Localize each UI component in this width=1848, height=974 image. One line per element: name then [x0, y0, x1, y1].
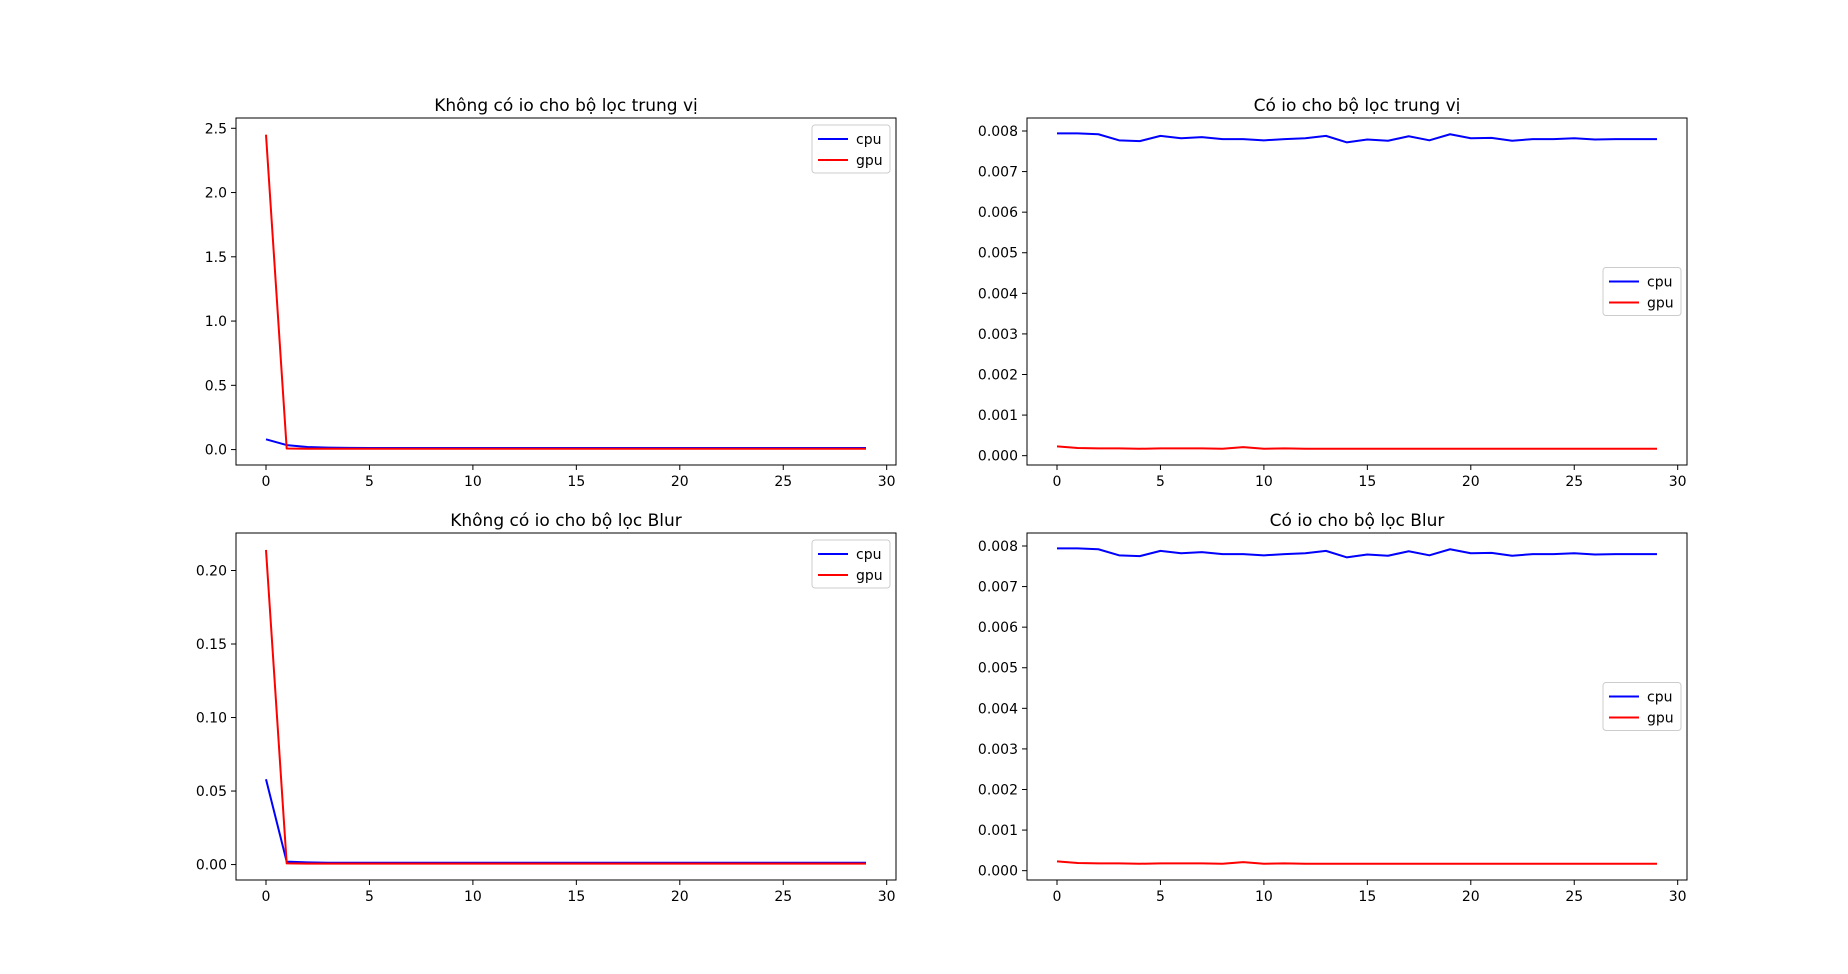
axes-frame — [235, 532, 897, 881]
legend: cpu gpu — [811, 124, 891, 174]
plot-area: 0 5 10 15 20 25 30 0.000 0.001 0.002 0.003 0.004 0.0… — [978, 532, 1688, 905]
legend-label-cpu: cpu — [1647, 690, 1672, 706]
y-tick-label: 0.007 — [978, 165, 1018, 181]
chart-title: Không có io cho bộ lọc Blur — [450, 511, 682, 531]
y-tick-label: 0.002 — [978, 367, 1018, 383]
legend-label-gpu: gpu — [856, 568, 883, 584]
series-line-gpu — [1056, 445, 1657, 450]
x-tick-label: 15 — [1358, 474, 1376, 490]
y-tick-label: 0.10 — [196, 711, 227, 727]
plot-area: 0 5 10 15 20 25 30 0.000 0.001 0.002 0.003 0.004 0.0… — [978, 117, 1688, 490]
series-line-gpu — [265, 134, 866, 450]
x-tick-label: 15 — [1358, 889, 1376, 905]
y-tick-label: 1.5 — [205, 250, 227, 266]
y-tick-label: 0.005 — [978, 661, 1018, 677]
chart-title: Có io cho bộ lọc trung vị — [1254, 96, 1461, 116]
x-tick-label: 20 — [1462, 889, 1480, 905]
x-tick-label: 25 — [774, 889, 792, 905]
y-tick-label: 0.006 — [978, 620, 1018, 636]
legend: cpu gpu — [811, 539, 891, 589]
x-tick-label: 30 — [1669, 889, 1687, 905]
x-tick-label: 10 — [1255, 889, 1273, 905]
subplot-blur-with-io: Có io cho bộ lọc Blur 0 5 10 15 20 25 300.0000… — [978, 511, 1688, 905]
x-tick-label: 20 — [1462, 474, 1480, 490]
x-tick-label: 15 — [567, 474, 585, 490]
legend-label-cpu: cpu — [1647, 275, 1672, 291]
x-tick-label: 25 — [1565, 889, 1583, 905]
legend-label-gpu: gpu — [1647, 296, 1674, 312]
x-tick-label: 10 — [464, 474, 482, 490]
y-tick-label: 0.007 — [978, 580, 1018, 596]
chart-title: Không có io cho bộ lọc trung vị — [434, 96, 698, 116]
y-tick-label: 0.0 — [205, 443, 227, 459]
x-tick-label: 10 — [464, 889, 482, 905]
series-line-gpu — [1056, 860, 1657, 865]
x-tick-label: 20 — [671, 889, 689, 905]
plot-area: 0 5 10 15 20 25 30 0.0 0.5 1.0 1.5 2.0 2.5 cpu gpu — [205, 117, 897, 490]
y-tick-label: 0.001 — [978, 408, 1018, 424]
y-tick-label: 0.000 — [978, 864, 1018, 880]
x-tick-label: 0 — [1053, 889, 1062, 905]
legend: cpu gpu — [1602, 267, 1682, 316]
legend-label-cpu: cpu — [856, 132, 881, 148]
y-tick-label: 0.20 — [196, 563, 227, 579]
x-tick-label: 30 — [878, 889, 896, 905]
x-tick-label: 5 — [1156, 474, 1165, 490]
y-tick-label: 0.008 — [978, 539, 1018, 555]
x-tick-label: 30 — [878, 474, 896, 490]
y-tick-label: 0.008 — [978, 124, 1018, 140]
legend-label-gpu: gpu — [1647, 711, 1674, 727]
legend-label-gpu: gpu — [856, 153, 883, 169]
y-tick-label: 2.0 — [205, 186, 227, 202]
x-tick-label: 25 — [1565, 474, 1583, 490]
x-tick-label: 30 — [1669, 474, 1687, 490]
y-tick-label: 0.05 — [196, 784, 227, 800]
y-tick-label: 0.006 — [978, 205, 1018, 221]
y-tick-label: 0.001 — [978, 823, 1018, 839]
subplot-median-no-io: Không có io cho bộ lọc trung vị 0 5 10 15 20… — [205, 96, 897, 490]
y-tick-label: 0.15 — [196, 637, 227, 653]
legend-label-cpu: cpu — [856, 547, 881, 563]
x-tick-label: 15 — [567, 889, 585, 905]
y-tick-label: 0.002 — [978, 782, 1018, 798]
series-line-gpu — [265, 549, 866, 865]
x-tick-label: 10 — [1255, 474, 1273, 490]
x-tick-label: 5 — [365, 474, 374, 490]
x-tick-label: 0 — [262, 474, 271, 490]
x-tick-label: 0 — [262, 889, 271, 905]
axes-frame — [235, 117, 897, 466]
axes-frame — [1026, 117, 1688, 466]
y-tick-label: 1.0 — [205, 314, 227, 330]
y-tick-label: 0.004 — [978, 701, 1018, 717]
x-tick-label: 0 — [1053, 474, 1062, 490]
chart-title: Có io cho bộ lọc Blur — [1270, 511, 1445, 531]
series-line-cpu — [1057, 132, 1657, 144]
x-tick-label: 5 — [365, 889, 374, 905]
y-tick-label: 0.003 — [978, 327, 1018, 343]
y-tick-label: 0.5 — [205, 378, 227, 394]
axes-frame — [1026, 532, 1688, 881]
x-tick-label: 20 — [671, 474, 689, 490]
legend: cpu gpu — [1602, 682, 1682, 731]
y-tick-label: 2.5 — [205, 121, 227, 137]
x-tick-label: 25 — [774, 474, 792, 490]
subplot-blur-no-io: Không có io cho bộ lọc Blur 0 5 10 15 20 25 30… — [196, 511, 897, 905]
y-tick-label: 0.003 — [978, 742, 1018, 758]
y-tick-label: 0.000 — [978, 449, 1018, 465]
subplot-median-with-io: Có io cho bộ lọc trung vị 0 5 10 15 20 25 30 0.… — [978, 96, 1688, 490]
y-tick-label: 0.00 — [196, 858, 227, 874]
plot-area: 0 5 10 15 20 25 30 0.00 0.05 0.10 0.15 0.20 cpu gpu — [196, 532, 897, 905]
series-line-cpu — [1057, 547, 1657, 559]
y-tick-label: 0.004 — [978, 286, 1018, 302]
x-tick-label: 5 — [1156, 889, 1165, 905]
y-tick-label: 0.005 — [978, 246, 1018, 262]
